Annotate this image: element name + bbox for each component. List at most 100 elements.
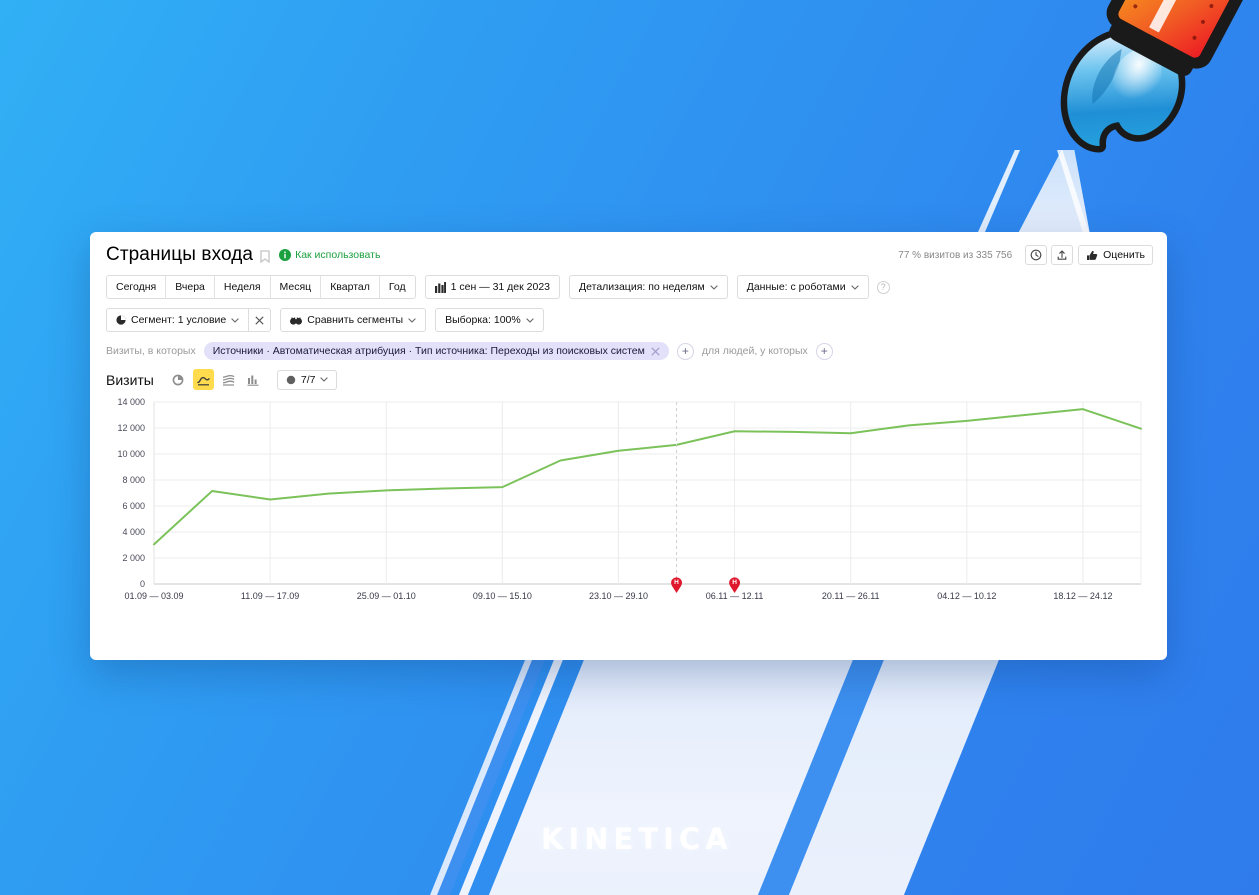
- brand-wordmark: KINETICA: [541, 822, 733, 856]
- segment-button[interactable]: Сегмент: 1 условие: [106, 308, 249, 332]
- filter-chip-source-type[interactable]: Источники · Автоматическая атрибуция · Т…: [203, 342, 669, 360]
- chart-x-axis-labels: 01.09 — 03.09 11.09 — 17.09 25.09 — 01.10 0…: [124, 591, 1112, 601]
- area-chart-icon: [222, 374, 235, 386]
- svg-text:11.09 — 17.09: 11.09 — 17.09: [241, 591, 299, 601]
- period-toolbar: Сегодня Вчера Неделя Месяц Квартал Год 1…: [90, 275, 1167, 299]
- period-month[interactable]: Месяц: [270, 276, 322, 298]
- rate-button[interactable]: Оценить: [1078, 245, 1153, 265]
- svg-text:25.09 — 01.10: 25.09 — 01.10: [357, 591, 416, 601]
- compare-icon: [290, 317, 303, 325]
- detail-select[interactable]: Детализация: по неделям: [569, 275, 728, 299]
- svg-text:Н: Н: [732, 579, 737, 586]
- chevron-down-icon: [709, 284, 718, 290]
- period-week[interactable]: Неделя: [214, 276, 271, 298]
- bar-chart-icon: [247, 375, 259, 386]
- export-icon: [1057, 250, 1067, 260]
- period-today[interactable]: Сегодня: [107, 276, 167, 298]
- export-button[interactable]: [1051, 245, 1074, 265]
- help-icon[interactable]: ?: [876, 280, 890, 294]
- svg-text:Н: Н: [674, 579, 679, 586]
- period-yesterday[interactable]: Вчера: [166, 276, 215, 298]
- clock-icon: [1030, 249, 1042, 261]
- chevron-down-icon: [320, 377, 329, 382]
- segment-control: Сегмент: 1 условие: [106, 308, 272, 332]
- chart-y-axis-labels: 0 2 000 4 000 6 000 8 000 10 000 12 000 14 000: [117, 397, 145, 589]
- svg-text:4 000: 4 000: [122, 527, 145, 537]
- svg-text:6 000: 6 000: [122, 501, 145, 511]
- info-icon: [279, 249, 292, 261]
- compare-segments-label: Сравнить сегменты: [307, 314, 404, 326]
- thumbs-icon: [1087, 250, 1098, 260]
- segment-clear-button[interactable]: [248, 308, 272, 332]
- sampling-label: Выборка: 100%: [445, 314, 521, 326]
- chevron-down-icon: [525, 317, 534, 323]
- svg-text:06.11 — 12.11: 06.11 — 12.11: [706, 591, 764, 601]
- event-marker[interactable]: Н: [671, 577, 683, 593]
- view-pie-button[interactable]: [167, 369, 189, 390]
- series-selector[interactable]: 7/7: [276, 369, 338, 390]
- line-chart-icon: [197, 376, 210, 385]
- chart-series-line: [153, 408, 1142, 546]
- svg-text:0: 0: [140, 579, 145, 589]
- pie-chart-icon: [172, 374, 184, 385]
- page-title: Страницы входа: [106, 244, 254, 265]
- metrica-report-window: Страницы входа Как использовать 77 % виз…: [90, 232, 1167, 660]
- dot-icon: [286, 375, 296, 384]
- close-icon: [255, 315, 264, 325]
- calendar-icon: [434, 281, 446, 293]
- compare-segments-button[interactable]: Сравнить сегменты: [280, 308, 427, 332]
- svg-text:12 000: 12 000: [117, 423, 145, 433]
- chevron-down-icon: [850, 284, 859, 290]
- svg-text:23.10 — 29.10: 23.10 — 29.10: [589, 591, 648, 601]
- svg-text:10 000: 10 000: [117, 449, 145, 459]
- svg-text:8 000: 8 000: [122, 475, 145, 485]
- period-quarter[interactable]: Квартал: [321, 276, 380, 298]
- view-bar-button[interactable]: [242, 369, 264, 390]
- view-line-button[interactable]: [192, 369, 214, 390]
- svg-text:09.10 — 15.10: 09.10 — 15.10: [473, 591, 532, 601]
- report-header: Страницы входа Как использовать 77 % виз…: [90, 232, 1167, 266]
- metric-toolbar: Визиты: [90, 369, 1167, 390]
- rocket-illustration: [1060, 0, 1259, 153]
- view-area-button[interactable]: [217, 369, 239, 390]
- visits-coverage-note: 77 % визитов из 335 756: [898, 249, 1013, 261]
- detail-select-label: Детализация: по неделям: [579, 281, 705, 293]
- period-year[interactable]: Год: [379, 276, 415, 298]
- how-to-use-link[interactable]: Как использовать: [279, 249, 380, 261]
- how-to-use-label: Как использовать: [295, 249, 381, 261]
- metric-name: Визиты: [106, 371, 154, 388]
- series-selector-label: 7/7: [300, 373, 316, 386]
- filter-chip-label: Источники · Автоматическая атрибуция · Т…: [212, 345, 645, 357]
- close-icon[interactable]: [651, 346, 660, 356]
- period-button-group: Сегодня Вчера Неделя Месяц Квартал Год: [106, 275, 416, 299]
- rate-label: Оценить: [1103, 249, 1145, 261]
- segment-label: Сегмент: 1 условие: [131, 314, 227, 326]
- add-people-condition-button[interactable]: +: [815, 342, 833, 360]
- segment-toolbar: Сегмент: 1 условие Сравнить сегменты: [90, 308, 1167, 332]
- data-select[interactable]: Данные: с роботами: [736, 275, 869, 299]
- pie-icon: [116, 315, 126, 325]
- add-visit-condition-button[interactable]: +: [676, 342, 694, 360]
- sampling-button[interactable]: Выборка: 100%: [435, 308, 544, 332]
- chevron-down-icon: [231, 317, 240, 323]
- filter-row: Визиты, в которых Источники · Автоматиче…: [90, 342, 1167, 360]
- svg-text:01.09 — 03.09: 01.09 — 03.09: [124, 591, 183, 601]
- svg-text:18.12 — 24.12: 18.12 — 24.12: [1053, 591, 1112, 601]
- data-select-label: Данные: с роботами: [746, 281, 846, 293]
- chart-gridlines: [154, 401, 1141, 585]
- chevron-down-icon: [408, 317, 416, 323]
- svg-text:20.11 — 26.11: 20.11 — 26.11: [822, 591, 880, 601]
- svg-text:04.12 — 10.12: 04.12 — 10.12: [937, 591, 996, 601]
- filter-suffix-label: для людей, у которых: [701, 345, 808, 357]
- svg-text:14 000: 14 000: [117, 397, 145, 407]
- svg-text:2 000: 2 000: [122, 553, 145, 563]
- date-range-button[interactable]: 1 сен — 31 дек 2023: [424, 275, 561, 299]
- chart-vertical-gridlines: [153, 401, 1142, 584]
- bookmark-icon[interactable]: [260, 249, 270, 263]
- history-button[interactable]: [1025, 245, 1048, 265]
- event-marker[interactable]: Н: [729, 577, 741, 593]
- date-range-label: 1 сен — 31 дек 2023: [450, 281, 551, 293]
